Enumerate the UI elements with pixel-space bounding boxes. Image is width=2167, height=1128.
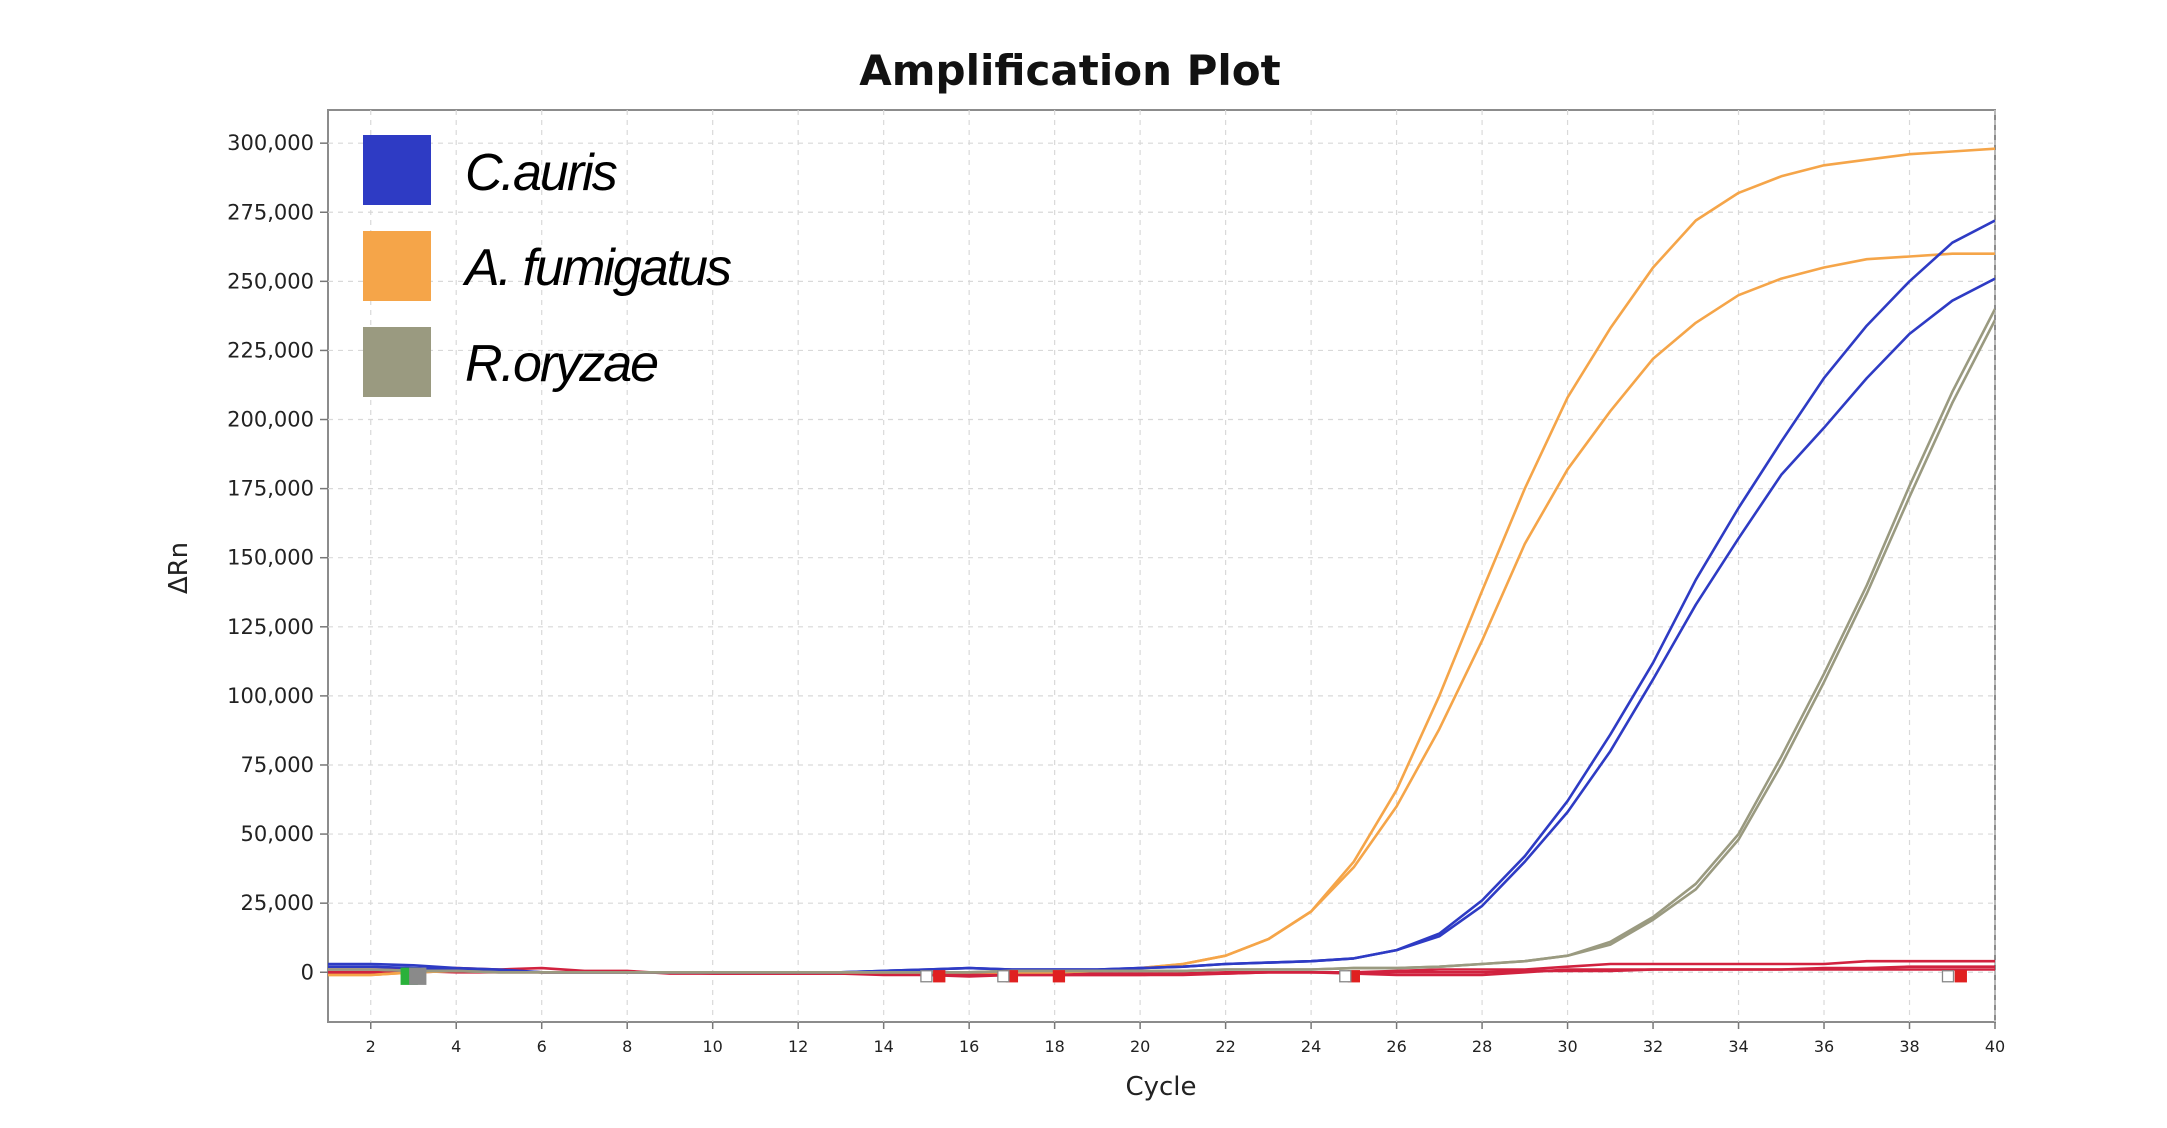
- threshold-marker: [1339, 970, 1352, 983]
- x-tick-label: 32: [1643, 1037, 1663, 1056]
- x-tick-label: 20: [1130, 1037, 1150, 1056]
- legend-swatch-r-oryzae: [363, 327, 431, 397]
- x-tick-label: 14: [873, 1037, 893, 1056]
- threshold-marker: [933, 970, 946, 983]
- chart-title: Amplification Plot: [859, 46, 1280, 95]
- x-tick-label: 10: [703, 1037, 723, 1056]
- legend: C.auris A. fumigatus R.oryzae: [363, 135, 733, 397]
- y-tick-label: 75,000: [241, 753, 314, 777]
- threshold-marker: [409, 967, 427, 985]
- y-tick-label: 25,000: [241, 891, 314, 915]
- legend-swatch-c-auris: [363, 135, 431, 205]
- threshold-marker: [1954, 970, 1967, 983]
- y-axis-label: ΔRn: [164, 542, 194, 594]
- threshold-markers: [400, 967, 1967, 985]
- legend-label-a-fumigatus: A. fumigatus: [462, 239, 731, 297]
- y-tick-label: 175,000: [227, 477, 314, 501]
- x-tick-label: 40: [1985, 1037, 2005, 1056]
- x-tick-label: 30: [1557, 1037, 1577, 1056]
- legend-label-c-auris: C.auris: [465, 144, 617, 202]
- y-tick-label: 50,000: [241, 822, 314, 846]
- threshold-marker: [1941, 970, 1955, 983]
- x-tick-label: 4: [451, 1037, 461, 1056]
- y-tick-label: 0: [301, 960, 314, 984]
- y-tick-label: 275,000: [227, 200, 314, 224]
- x-axis-ticks: 2 4 6 8 10 12 14 16 18 20 22 24 26 28 30 32 34 36 38 40: [366, 1022, 2005, 1056]
- y-tick-label: 250,000: [227, 269, 314, 293]
- threshold-marker: [1052, 970, 1066, 983]
- x-tick-label: 12: [788, 1037, 808, 1056]
- series-lines: [328, 147, 1995, 978]
- x-tick-label: 36: [1814, 1037, 1834, 1056]
- x-tick-label: 22: [1215, 1037, 1235, 1056]
- y-tick-label: 100,000: [227, 684, 314, 708]
- y-tick-label: 300,000: [227, 131, 314, 155]
- x-tick-label: 2: [366, 1037, 376, 1056]
- x-tick-label: 28: [1472, 1037, 1492, 1056]
- x-axis-label: Cycle: [1125, 1072, 1196, 1102]
- y-tick-label: 225,000: [227, 338, 314, 362]
- x-tick-label: 6: [537, 1037, 547, 1056]
- y-tick-label: 125,000: [227, 615, 314, 639]
- y-axis-ticks: 0 25,000 50,000 75,000 100,000 125,000 150,000…: [227, 131, 328, 984]
- threshold-marker: [997, 970, 1010, 983]
- x-tick-label: 8: [622, 1037, 632, 1056]
- threshold-marker: [920, 970, 933, 983]
- grid-lines: [328, 110, 1996, 1022]
- plot-area: [327, 109, 1996, 1023]
- legend-swatch-a-fumigatus: [363, 231, 431, 301]
- series-line-r-oryzae: [328, 319, 1995, 974]
- x-tick-label: 18: [1044, 1037, 1064, 1056]
- x-tick-label: 26: [1386, 1037, 1406, 1056]
- x-tick-label: 24: [1301, 1037, 1321, 1056]
- y-tick-label: 200,000: [227, 408, 314, 432]
- x-tick-label: 16: [959, 1037, 979, 1056]
- x-tick-label: 38: [1899, 1037, 1919, 1056]
- x-tick-label: 34: [1728, 1037, 1748, 1056]
- legend-label-r-oryzae: R.oryzae: [465, 335, 657, 393]
- y-tick-label: 150,000: [227, 546, 314, 570]
